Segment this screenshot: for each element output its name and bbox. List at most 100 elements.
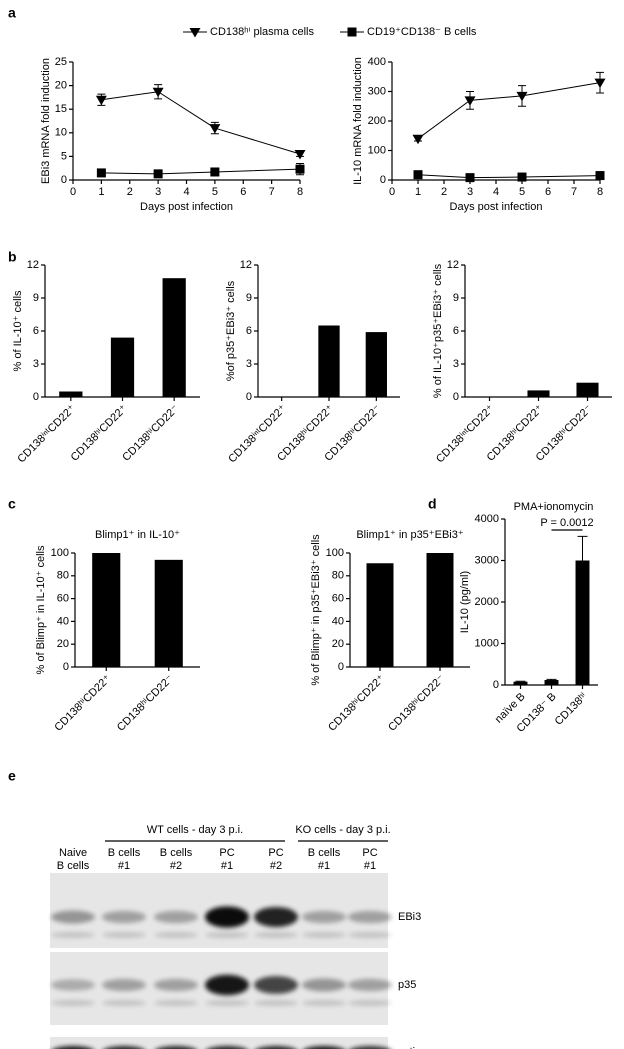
point xyxy=(95,95,107,106)
lane-label: #2 xyxy=(270,860,282,872)
y-tick-label: 40 xyxy=(57,615,69,627)
point xyxy=(595,171,605,181)
y-tick-label: 100 xyxy=(368,144,386,156)
panel-label: d xyxy=(428,496,437,512)
band xyxy=(51,979,95,991)
x-tick-label: CD138ʰⁱCD22⁻ xyxy=(115,673,176,734)
y-axis-label: % of Blimp⁺ in IL-10⁺ cells xyxy=(35,545,47,674)
x-tick-label: 7 xyxy=(571,186,577,198)
x-tick-label: 6 xyxy=(545,186,551,198)
band xyxy=(302,932,346,938)
y-axis-label: % of IL-10⁺p35⁺EBi3⁺ cells xyxy=(432,263,444,398)
point xyxy=(412,134,424,145)
y-tick-label: 0 xyxy=(380,174,386,186)
y-tick-label: 80 xyxy=(57,570,69,582)
lane-label: #1 xyxy=(221,860,233,872)
band xyxy=(205,932,249,938)
x-tick-label: 1 xyxy=(98,186,104,198)
y-tick-label: 3 xyxy=(246,358,252,370)
lane-label: Naive xyxy=(59,847,87,859)
x-axis-label: Days post infection xyxy=(140,201,233,213)
bar xyxy=(575,560,590,685)
point xyxy=(153,169,163,179)
y-tick-label: 400 xyxy=(368,56,386,68)
point xyxy=(96,168,106,178)
x-tick-label: 3 xyxy=(467,186,473,198)
row-label: EBi3 xyxy=(398,911,421,923)
lane-label: #1 xyxy=(118,860,130,872)
chart-title: PMA+ionomycin xyxy=(514,501,594,513)
group-label: WT cells - day 3 p.i. xyxy=(147,824,243,836)
lane-label: PC xyxy=(219,847,234,859)
x-tick-label: 2 xyxy=(127,186,133,198)
row-label: actin xyxy=(398,1046,421,1049)
y-tick-label: 6 xyxy=(33,325,39,337)
panel-label: e xyxy=(8,768,16,784)
lane-label: B cells xyxy=(308,847,341,859)
x-tick-label: 6 xyxy=(240,186,246,198)
band xyxy=(154,932,198,938)
blot-strip xyxy=(50,1037,390,1049)
lane-label: PC xyxy=(362,847,377,859)
point xyxy=(594,78,606,89)
series-line xyxy=(417,174,601,179)
band xyxy=(304,1046,344,1049)
x-tick-label: CD138ʰⁱCD22⁺ xyxy=(52,673,113,734)
band xyxy=(154,910,198,924)
x-tick-label: CD138ʰⁱCD22⁺ xyxy=(326,673,387,734)
y-tick-label: 40 xyxy=(332,615,344,627)
x-tick-label: 1 xyxy=(415,186,421,198)
lane-label: B cells xyxy=(108,847,141,859)
blot-strip xyxy=(50,952,392,1025)
legend-label: CD19⁺CD138⁻ B cells xyxy=(367,26,477,38)
legend-label: CD138ʰⁱ plasma cells xyxy=(210,26,315,38)
y-tick-label: 3000 xyxy=(475,554,499,566)
blot-strip xyxy=(50,873,392,948)
point xyxy=(295,164,305,174)
y-tick-label: 100 xyxy=(51,547,69,559)
band xyxy=(205,1000,249,1006)
bar xyxy=(92,553,121,667)
y-tick-label: 10 xyxy=(55,127,67,139)
legend-marker xyxy=(347,27,357,37)
band xyxy=(104,1046,144,1049)
x-tick-label: 5 xyxy=(519,186,525,198)
lane-label: #2 xyxy=(170,860,182,872)
band xyxy=(256,1046,296,1049)
band xyxy=(102,978,146,992)
lane-label: B cells xyxy=(160,847,193,859)
blot-background xyxy=(50,1037,388,1049)
y-axis-label: EBi3 mRNA fold induction xyxy=(40,58,52,184)
chart-title: Blimp1⁺ in IL-10⁺ xyxy=(95,529,180,541)
bar xyxy=(513,681,528,685)
band xyxy=(154,978,198,992)
band xyxy=(348,1000,392,1006)
bar xyxy=(154,559,183,667)
y-tick-label: 12 xyxy=(27,259,39,271)
bar xyxy=(59,391,83,397)
x-tick-label: 0 xyxy=(70,186,76,198)
y-tick-label: 15 xyxy=(55,103,67,115)
band xyxy=(102,910,146,924)
band xyxy=(302,910,346,924)
band xyxy=(51,910,95,924)
bar xyxy=(527,390,550,397)
x-tick-label: 2 xyxy=(441,186,447,198)
point xyxy=(464,96,476,106)
y-tick-label: 0 xyxy=(246,391,252,403)
y-tick-label: 3 xyxy=(33,358,39,370)
band xyxy=(53,1046,93,1049)
y-tick-label: 0 xyxy=(338,661,344,673)
error-bar xyxy=(546,678,557,681)
bar xyxy=(365,332,387,397)
point xyxy=(152,87,164,98)
y-tick-label: 20 xyxy=(332,638,344,650)
point xyxy=(465,173,475,183)
y-tick-label: 60 xyxy=(57,593,69,605)
band xyxy=(254,907,298,927)
band xyxy=(154,1000,198,1006)
y-tick-label: 9 xyxy=(246,292,252,304)
y-tick-label: 6 xyxy=(453,325,459,337)
y-tick-label: 9 xyxy=(453,292,459,304)
